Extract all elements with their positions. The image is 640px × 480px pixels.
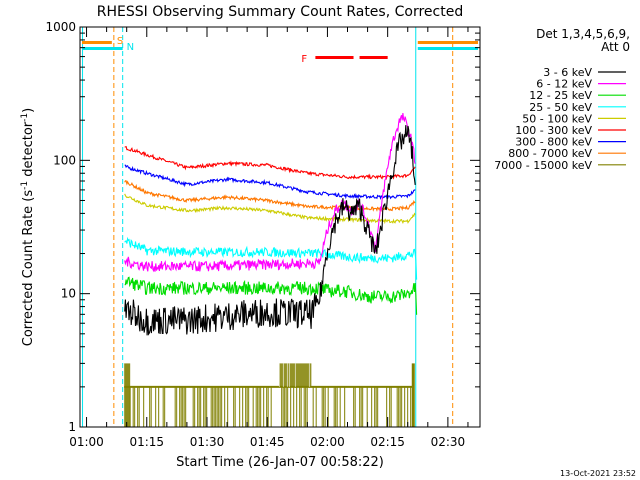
x-tick-label: 01:30 <box>190 435 225 449</box>
x-tick-label: 02:00 <box>310 435 345 449</box>
series-baseline <box>124 385 414 388</box>
y-tick-label: 100 <box>53 153 76 167</box>
legend-header-line-1: Det 1,3,4,5,6,9, <box>536 27 630 41</box>
f-marker-label: F <box>301 54 307 65</box>
legend-header-line-2: Att 0 <box>601 40 630 54</box>
plot-frame <box>79 26 481 428</box>
series-line <box>124 125 416 336</box>
x-axis-ticks: 01:00 01:15 01:30 01:45 02:00 02:15 02:30 <box>69 27 469 449</box>
chart-title: RHESSI Observing Summary Count Rates, Co… <box>97 4 463 20</box>
flare-segment <box>359 56 388 59</box>
legend-label: 50 - 100 keV <box>522 112 592 125</box>
x-axis-label: Start Time (26-Jan-07 00:58:22) <box>176 455 384 470</box>
y-tick-label: 1 <box>68 420 76 434</box>
series-line <box>124 164 416 200</box>
x-tick-label: 01:15 <box>129 435 164 449</box>
x-tick-label: 02:15 <box>370 435 405 449</box>
series-block <box>124 363 131 427</box>
saa-bar-left <box>82 41 112 44</box>
flare-segment <box>315 56 354 59</box>
legend-label: 6 - 12 keV <box>536 78 592 91</box>
legend-label: 300 - 800 keV <box>515 136 592 149</box>
y-axis-ticks: 1 10 100 1000 <box>45 20 480 434</box>
y-axis-label: Corrected Count Rate (s-1 detector-1) <box>20 108 36 346</box>
x-tick-label: 01:45 <box>250 435 285 449</box>
y-tick-label: 10 <box>61 287 76 301</box>
legend-label: 7000 - 15000 keV <box>494 159 592 172</box>
night-bar-right <box>417 47 478 50</box>
series-7000-15000-kev <box>124 363 415 427</box>
x-tick-label: 01:00 <box>69 435 104 449</box>
series-line <box>124 145 416 181</box>
night-bar-left <box>82 47 123 50</box>
legend-label: 12 - 25 keV <box>529 89 592 102</box>
series-line <box>124 236 418 280</box>
series-line <box>124 180 416 213</box>
legend-label: 800 - 7000 keV <box>508 147 592 160</box>
legend-label: 100 - 300 keV <box>515 124 592 137</box>
series-line <box>124 276 418 315</box>
n-marker-label: N <box>127 42 134 53</box>
series-line <box>124 113 416 273</box>
y-tick-label: 1000 <box>45 20 76 34</box>
footer-timestamp: 13-Oct-2021 23:52 <box>560 469 636 478</box>
legend-label: 25 - 50 keV <box>529 101 592 114</box>
plot-area: SN F <box>82 27 478 427</box>
saa-bar-right <box>417 41 478 44</box>
series-block <box>411 363 415 427</box>
s-marker-label: S <box>117 36 123 47</box>
legend-label: 3 - 6 keV <box>543 66 592 79</box>
x-tick-label: 02:30 <box>431 435 466 449</box>
